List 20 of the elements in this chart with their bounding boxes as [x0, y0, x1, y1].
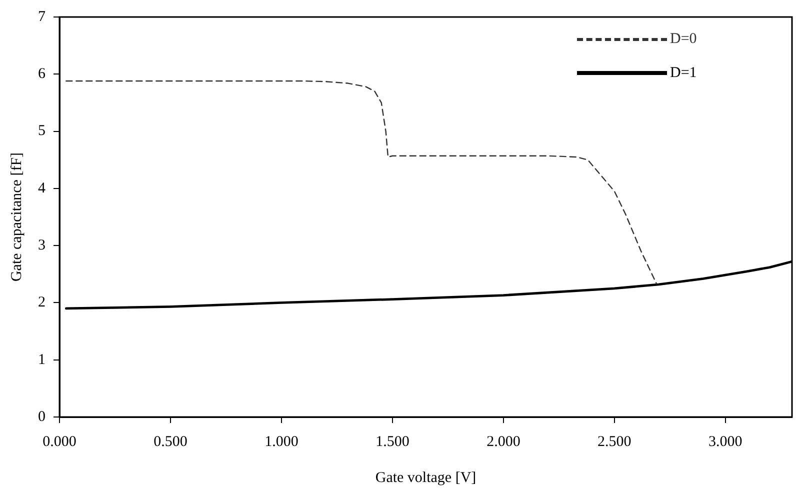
y-tick-label: 6 — [38, 66, 46, 82]
x-tick-label: 3.000 — [708, 434, 742, 450]
x-tick-label: 0.000 — [42, 434, 76, 450]
y-tick-label: 5 — [38, 123, 46, 140]
line-series — [66, 80, 658, 284]
y-tick-label: 4 — [38, 180, 46, 196]
x-axis-title: Gate voltage [V] — [375, 470, 476, 486]
x-tick-label: 1.000 — [264, 434, 298, 450]
x-tick-label: 2.500 — [598, 434, 632, 450]
y-axis-title: Gate capacitance [fF] — [8, 152, 25, 282]
y-tick-label: 3 — [38, 238, 46, 254]
x-tick-label: 2.000 — [486, 434, 520, 450]
y-tick-label: 1 — [38, 352, 46, 368]
y-tick-label: 7 — [38, 8, 46, 25]
y-tick-label: 2 — [38, 294, 46, 311]
x-tick-label: 0.500 — [154, 434, 188, 450]
y-tick-label: 0 — [38, 408, 46, 425]
text: D=1 — [670, 64, 697, 83]
text: D=0 — [670, 30, 697, 49]
x-tick-label: 1.500 — [376, 434, 410, 450]
